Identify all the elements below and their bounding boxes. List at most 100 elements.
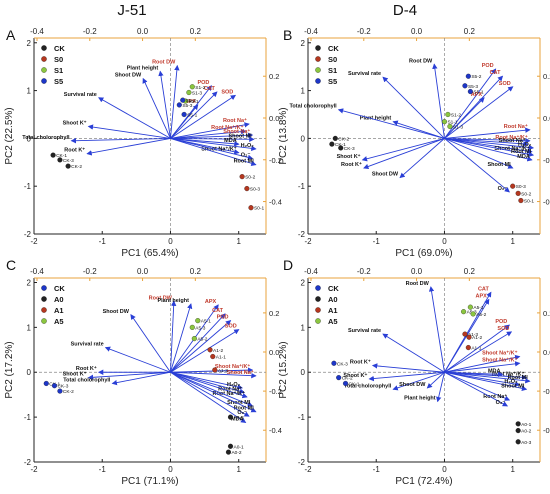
loading-arrow: [170, 137, 257, 152]
sample-label: A0-2: [521, 429, 531, 435]
legend-label: A1: [328, 306, 338, 315]
loading-label: Shoot K⁺: [343, 372, 367, 379]
legend-label: S1: [54, 66, 63, 75]
loading-arrow: [130, 314, 171, 373]
y-tick-label: 1: [27, 323, 32, 332]
column-title-left: J-51: [117, 2, 146, 19]
sample-label: A0-1: [521, 422, 531, 428]
sample-point: [465, 73, 471, 79]
legend-marker: [41, 296, 47, 302]
x-axis-label: PC1 (71.1%): [121, 476, 178, 487]
right-tick-label: -0.4: [269, 198, 282, 207]
loading-label: H₂O₂: [518, 142, 532, 148]
loading-label: Plant height: [127, 65, 159, 71]
sample-point: [57, 157, 63, 163]
loading-arrow: [444, 371, 521, 387]
loading-arrow: [444, 361, 521, 373]
right-tick-label: -0.4: [543, 198, 550, 207]
loading-arrow: [170, 94, 237, 139]
sample-point: [227, 443, 234, 449]
loading-label: CAT: [204, 86, 216, 92]
sample-label: S5-3: [468, 84, 478, 90]
legend-marker: [315, 285, 321, 291]
sample-point: [225, 449, 232, 455]
loading-label: Shoot MI: [228, 133, 252, 139]
loading-arrow: [444, 127, 531, 139]
loading-arrow: [444, 137, 533, 154]
loading-arrow: [170, 371, 257, 413]
loading-label: Total cholorophyll: [344, 383, 392, 389]
x-tick-label: 1: [510, 465, 515, 474]
sample-label: A0-2: [231, 450, 241, 456]
sample-point: [466, 334, 472, 340]
loading-label: POD: [197, 80, 209, 86]
sample-point: [461, 309, 467, 315]
loading-arrow: [158, 70, 171, 139]
loading-arrow: [444, 68, 497, 139]
right-tick-label: 0.0: [543, 348, 550, 357]
loading-arrow: [87, 371, 171, 381]
loading-arrow: [170, 128, 247, 139]
loading-arrow: [444, 137, 529, 147]
right-tick-label: -0.4: [269, 426, 282, 435]
loading-arrow: [444, 137, 531, 144]
sample-label: S0-3: [250, 187, 260, 193]
loading-label: APX: [471, 92, 483, 98]
y-tick-label: 1: [27, 87, 32, 96]
loading-arrow: [170, 137, 257, 166]
right-tick-label: -0.2: [543, 387, 550, 396]
sample-label: A1-3: [468, 332, 478, 338]
sample-point: [248, 205, 254, 211]
sample-point: [181, 111, 187, 118]
loading-arrow: [86, 137, 171, 156]
sample-label: S0-3: [516, 184, 526, 190]
sample-label: A1-2: [472, 335, 482, 341]
loading-label: Shoot MI: [501, 383, 525, 389]
loading-label: Root MI: [234, 159, 255, 165]
sample-point: [207, 347, 213, 353]
sample-label: CK-3: [344, 146, 355, 152]
sample-point: [227, 414, 234, 420]
loading-label: Root Na⁺/K⁺: [211, 124, 243, 131]
right-tick-label: 0.0: [543, 114, 550, 123]
loading-arrow: [170, 371, 247, 424]
loading-label: Root Na⁺/K⁺: [495, 134, 527, 141]
loading-label: Shoot Na⁺: [499, 137, 526, 144]
legend-marker: [315, 78, 321, 84]
sample-point: [189, 324, 195, 330]
loading-label: POD: [495, 319, 507, 325]
sample-label: S0-1: [254, 206, 264, 212]
loading-label: Root K⁺: [76, 365, 97, 372]
sample-label: A1-1: [471, 346, 481, 352]
sample-point: [342, 380, 349, 387]
loading-label: Shoot K⁺: [63, 119, 87, 126]
panel-letter: D: [283, 257, 293, 273]
legend-marker: [41, 67, 47, 73]
sample-point: [331, 360, 337, 366]
sample-point: [510, 183, 516, 189]
sample-point: [462, 83, 468, 89]
sample-label: S5-2: [186, 98, 196, 104]
loading-label: Shoot Na⁺: [223, 128, 250, 135]
right-tick-label: 0.2: [269, 72, 279, 81]
loading-label: Shoot DW: [399, 382, 426, 388]
loading-arrow: [170, 136, 255, 142]
sample-label: CK-2: [63, 389, 74, 395]
top-tick-label: -0.4: [30, 267, 44, 276]
right-tick-label: -0.4: [543, 426, 550, 435]
sample-point: [447, 123, 453, 129]
y-tick-label: 0: [27, 134, 32, 143]
y-tick-label: -2: [298, 458, 306, 467]
loading-arrow: [444, 371, 511, 401]
loading-arrow: [444, 354, 521, 373]
legend-marker: [315, 296, 321, 302]
loading-arrow: [170, 371, 250, 417]
loading-label: MDA: [231, 417, 244, 423]
top-tick-label: -0.4: [30, 27, 44, 36]
x-axis-label: PC1 (69.0%): [395, 248, 452, 259]
x-tick-label: -1: [373, 237, 381, 246]
loading-arrow: [170, 329, 240, 373]
loading-arrow: [170, 371, 248, 399]
legend-label: CK: [54, 284, 65, 293]
